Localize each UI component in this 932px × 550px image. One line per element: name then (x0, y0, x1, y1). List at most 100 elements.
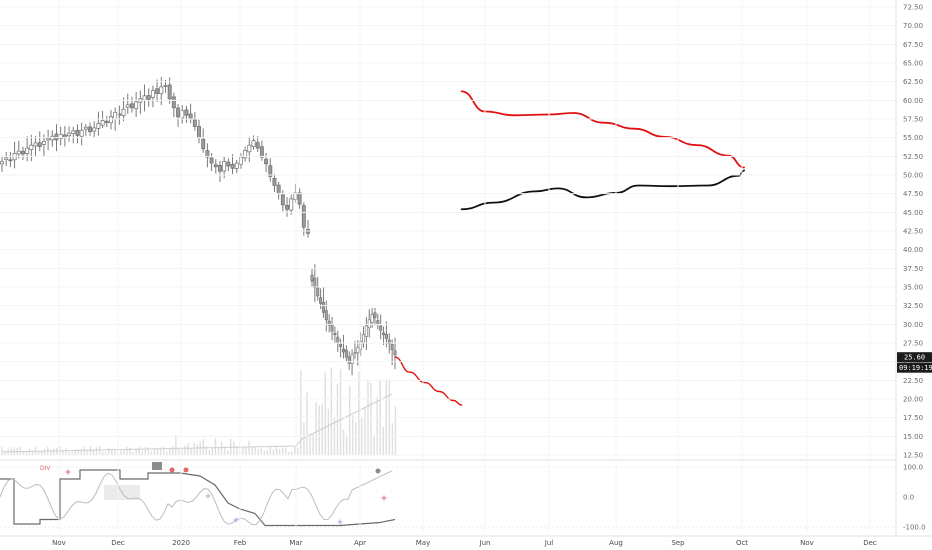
candle-body (364, 325, 368, 338)
price-tick-label: 62.50 (903, 78, 923, 86)
osc-marker-dot (375, 468, 381, 474)
candle-body (146, 95, 151, 100)
last-price-value: 25.60 (904, 354, 925, 362)
candle-body (234, 162, 239, 169)
candle-body (321, 301, 325, 313)
price-tick-label: 15.00 (903, 433, 923, 441)
price-tick-label: 72.50 (903, 4, 923, 12)
candle-body (238, 156, 243, 165)
candle-body (356, 347, 360, 354)
candle-body (33, 142, 38, 147)
candle-body (125, 104, 130, 108)
candle-body (359, 341, 363, 350)
price-tick-label: 55.00 (903, 134, 923, 142)
price-tick-label: 47.50 (903, 190, 923, 198)
price-tick-label: 17.50 (903, 414, 923, 422)
candle-body (171, 96, 176, 109)
candle-body (301, 205, 306, 228)
candle-body (29, 144, 34, 150)
time-tick-label: Oct (736, 539, 748, 547)
candle-body (192, 119, 197, 127)
candle-body (390, 344, 394, 351)
candle-body (370, 314, 374, 323)
candle-body (218, 165, 222, 172)
candle-body (21, 150, 25, 155)
time-tick-label: Nov (800, 539, 814, 547)
time-tick-label: Jul (544, 539, 554, 547)
price-tick-label: 45.00 (903, 209, 923, 217)
candle-body (37, 142, 42, 147)
candle-body (297, 192, 302, 205)
time-tick-label: Nov (52, 539, 66, 547)
candle-body (16, 150, 21, 155)
candle-body (129, 103, 134, 109)
candle-body (319, 297, 323, 304)
candle-body (197, 126, 201, 139)
time-tick-label: Dec (863, 539, 877, 547)
candle-body (159, 86, 164, 95)
price-tick-label: 20.00 (903, 396, 923, 404)
time-tick-label: May (416, 539, 430, 547)
candle-body (373, 312, 377, 318)
price-tick-label: 30.00 (903, 321, 923, 329)
price-tick-label: 60.00 (903, 97, 923, 105)
candle-body (121, 108, 126, 116)
candle-body (280, 194, 285, 206)
last-price-time-tag (897, 362, 932, 373)
candle-body (46, 138, 51, 141)
candle-body (330, 324, 334, 332)
candle-body (75, 129, 80, 136)
time-tick-label: Jun (479, 539, 491, 547)
candle-body (155, 88, 160, 94)
osc-marker-box (152, 462, 162, 470)
candle-body (71, 130, 76, 134)
candle-body (350, 354, 354, 365)
candle-body (285, 205, 289, 210)
drawn-line-upper-band (460, 90, 745, 169)
candle-body (92, 127, 97, 132)
candle-body (333, 332, 337, 336)
candle-body (327, 320, 331, 326)
time-tick-label: Apr (354, 539, 366, 547)
candle-body (316, 287, 320, 297)
candle-body (88, 126, 92, 133)
candle-body (276, 184, 281, 195)
candle-body (79, 129, 84, 137)
price-tick-label: 57.50 (903, 116, 923, 124)
time-tick-label: Sep (671, 539, 685, 547)
candle-body (289, 198, 294, 211)
candle-body (83, 126, 88, 130)
candle-body (176, 107, 181, 118)
time-tick-label: Mar (289, 539, 302, 547)
candle-body (67, 132, 72, 137)
candle-body (188, 113, 193, 120)
candle-body (8, 159, 13, 162)
osc-marker-dot (169, 467, 175, 473)
candle-body (313, 278, 317, 289)
candle-body (104, 120, 109, 124)
price-tick-label: 40.00 (903, 246, 923, 254)
price-tick-label: 67.50 (903, 41, 923, 49)
drawn-line-projection-from-last (394, 356, 463, 406)
price-tick-label: 12.50 (903, 452, 923, 460)
osc-tick-label: 100.0 (903, 464, 923, 472)
candle-body (109, 116, 113, 124)
candle-body (247, 144, 252, 153)
candle-body (336, 336, 340, 344)
time-tick-label: Aug (609, 539, 623, 547)
candle-body (230, 164, 235, 169)
candle-body (251, 140, 256, 147)
candle-body (255, 142, 260, 149)
candle-body (134, 101, 139, 110)
candle-body (379, 325, 383, 331)
candle-body (150, 90, 155, 98)
candle-body (100, 120, 105, 126)
candle-body (347, 356, 351, 364)
candle-body (25, 147, 30, 154)
price-tick-label: 22.50 (903, 377, 923, 385)
candle-body (384, 333, 388, 339)
price-tick-label: 37.50 (903, 265, 923, 273)
candle-body (310, 274, 314, 282)
